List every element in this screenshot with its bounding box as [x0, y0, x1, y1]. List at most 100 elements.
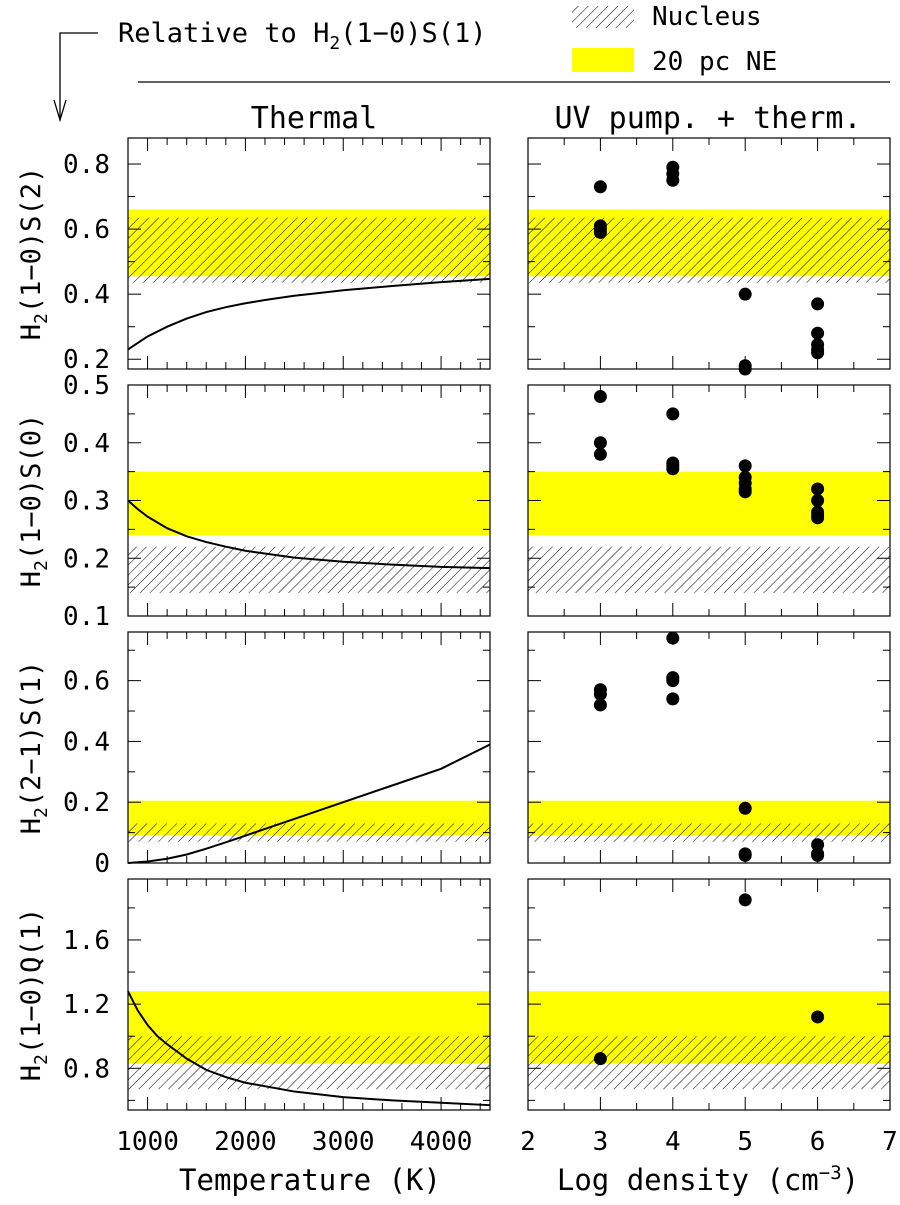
y-tick-label: 0.2 — [63, 544, 110, 574]
y-axis-label-sub: 2 — [31, 560, 52, 571]
y-tick-label: 1.6 — [63, 926, 110, 956]
header-arrow — [53, 32, 98, 123]
header-title: Relative to H2(1−0)S(1) — [118, 18, 486, 54]
panel-r1c0: 0.1 0.2 0.3 0.4 0.5 H2(1−0)S(0) — [16, 371, 491, 632]
data-point — [811, 1010, 825, 1024]
header-title-sub: 2 — [329, 33, 340, 54]
legend: Nucleus 20 pc NE — [572, 2, 777, 77]
y-tick-label: 0.4 — [63, 429, 110, 459]
data-point — [666, 692, 680, 706]
y-axis-label: H2(1−0)Q(1) — [16, 908, 52, 1081]
column-title-thermal: Thermal — [251, 101, 377, 136]
model-curve — [127, 990, 491, 1107]
panel-r2c0: 0 0.2 0.4 0.6 H2(2−1)S(1) — [16, 631, 491, 879]
data-point — [738, 362, 752, 376]
data-point — [593, 447, 607, 461]
panel-r1c1 — [527, 384, 891, 617]
x-tick-label: 3000 — [312, 1127, 375, 1157]
y-tick-label: 0.2 — [63, 788, 110, 818]
data-point — [738, 485, 752, 499]
data-point — [811, 482, 825, 496]
data-point — [593, 436, 607, 450]
y-axis-label-h: H — [16, 571, 47, 587]
y-tick-label: 0.4 — [63, 727, 110, 757]
band-ne20pc — [128, 471, 490, 536]
data-point — [593, 687, 607, 701]
panel-r2c1 — [527, 631, 891, 864]
data-point — [593, 698, 607, 712]
x-tick-label: 4 — [665, 1127, 681, 1157]
data-point — [811, 511, 825, 525]
x-tick-label: 7 — [882, 1127, 898, 1157]
x-tick-label: 2000 — [214, 1127, 277, 1157]
y-tick-label: 0.6 — [63, 215, 110, 245]
x-tick-label: 6 — [810, 1127, 826, 1157]
data-point — [811, 297, 825, 311]
data-point — [666, 462, 680, 476]
header-title-suffix: (1−0)S(1) — [340, 18, 486, 49]
panel-r0c0: 0.2 0.4 0.6 0.8 H2(1−0)S(2) — [16, 137, 491, 375]
data-point — [811, 838, 825, 852]
x-tick-label: 2 — [520, 1127, 536, 1157]
data-point — [738, 287, 752, 301]
band-nucleus — [528, 217, 890, 283]
y-tick-label: 0.8 — [63, 1054, 110, 1084]
data-point — [811, 494, 825, 507]
panel-frame — [127, 137, 491, 370]
panel-r3c1: 2 3 4 5 6 7 — [520, 878, 898, 1157]
data-point — [593, 390, 607, 404]
model-curve — [127, 277, 491, 351]
data-point — [593, 225, 607, 239]
column-title-uv: UV pump. + therm. — [554, 101, 861, 136]
y-axis-label: H2(2−1)S(1) — [16, 661, 52, 834]
x-axis-label-density-end: ) — [842, 1163, 859, 1197]
legend-swatch-ne20pc — [572, 48, 634, 72]
y-tick-label: 1.2 — [63, 990, 110, 1020]
band-nucleus — [528, 823, 890, 842]
x-axis-label-density: Log density (cm−3) — [557, 1162, 859, 1197]
panel-r3c0: 1000 2000 3000 4000 0.8 1.2 1.6 H2(1−0)Q(1) — [16, 878, 491, 1157]
x-axis-label-temperature: Temperature (K) — [179, 1163, 441, 1197]
x-tick-label: 3 — [593, 1127, 609, 1157]
model-curve — [127, 743, 491, 864]
y-axis-label-transition: (1−0)S(0) — [16, 414, 47, 560]
panel-frame — [127, 631, 491, 864]
y-axis-label-sub: 2 — [31, 1054, 52, 1065]
y-axis-label: H2(1−0)S(0) — [16, 414, 52, 587]
x-tick-label: 4000 — [410, 1127, 473, 1157]
x-tick-label: 5 — [737, 1127, 753, 1157]
y-axis-label-sub: 2 — [31, 807, 52, 818]
y-tick-label: 0.3 — [63, 487, 110, 517]
data-point — [666, 631, 680, 645]
band-nucleus — [128, 546, 490, 593]
x-axis-label-density-sup: −3 — [819, 1162, 842, 1184]
data-point — [666, 173, 680, 187]
y-axis-label-transition: (2−1)S(1) — [16, 661, 47, 807]
legend-swatch-nucleus — [572, 6, 634, 28]
x-axis-label-density-main: Log density (cm — [557, 1163, 819, 1197]
band-nucleus — [128, 1036, 490, 1090]
band-nucleus — [528, 1036, 890, 1090]
panels: 0.20.40.60.8H2(1−0)S(2)0.10.20.30.40.5H2… — [16, 137, 898, 1157]
panel-r0c1 — [527, 137, 891, 376]
band-nucleus — [128, 823, 490, 842]
data-point — [666, 407, 680, 421]
y-tick-label: 0.5 — [63, 371, 110, 401]
y-axis-label-h: H — [16, 324, 47, 340]
band-nucleus — [128, 217, 490, 283]
data-point — [738, 893, 752, 907]
legend-label-nucleus: Nucleus — [652, 2, 762, 32]
y-axis-label-transition: (1−0)S(2) — [16, 167, 47, 313]
y-tick-label: 0.8 — [63, 150, 110, 180]
data-point — [811, 346, 825, 360]
x-tick-label: 1000 — [116, 1127, 179, 1157]
y-axis-label: H2(1−0)S(2) — [16, 167, 52, 340]
y-tick-label: 0.1 — [63, 602, 110, 632]
y-tick-label: 0 — [94, 849, 110, 879]
band-ne20pc — [528, 471, 890, 536]
data-point — [738, 459, 752, 473]
data-point — [811, 326, 825, 340]
y-tick-label: 0.6 — [63, 667, 110, 697]
y-axis-label-transition: (1−0)Q(1) — [16, 908, 47, 1054]
